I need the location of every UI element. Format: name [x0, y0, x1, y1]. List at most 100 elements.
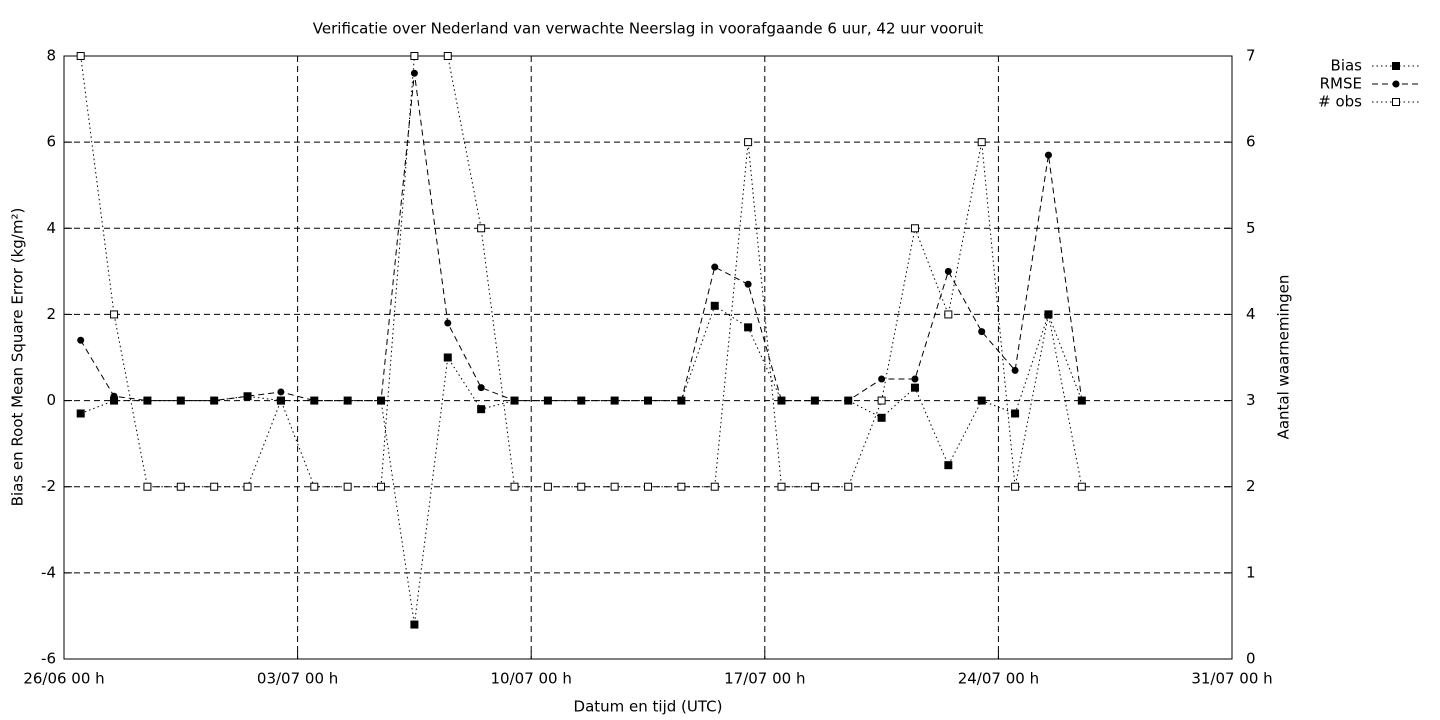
data-point	[844, 396, 853, 405]
data-point	[76, 409, 85, 418]
legend-marker	[1392, 80, 1400, 88]
data-point	[443, 353, 452, 362]
y-tick-label: 6	[46, 133, 56, 151]
data-point	[343, 396, 352, 405]
data-point	[243, 482, 252, 491]
y-tick-label: -6	[41, 650, 56, 668]
data-point	[243, 392, 252, 401]
data-point	[877, 396, 886, 405]
data-point	[110, 396, 119, 405]
data-point	[543, 396, 552, 405]
data-point	[377, 396, 386, 405]
data-point	[1044, 151, 1052, 159]
y-tick-label: 4	[46, 219, 56, 237]
legend-label: # obs	[1318, 93, 1362, 111]
data-point	[1044, 310, 1053, 319]
data-point	[944, 461, 953, 470]
data-point	[343, 482, 352, 491]
legend-label: Bias	[1331, 57, 1363, 75]
data-point	[310, 482, 319, 491]
data-point	[910, 224, 919, 233]
x-axis-label: Datum en tijd (UTC)	[574, 698, 723, 716]
data-point	[610, 482, 619, 491]
chart-title: Verificatie over Nederland van verwachte…	[313, 20, 983, 38]
data-point	[744, 323, 753, 332]
x-tick-label: 24/07 00 h	[958, 670, 1039, 688]
data-point	[577, 396, 586, 405]
x-tick-label: 03/07 00 h	[257, 670, 338, 688]
data-point	[143, 396, 152, 405]
x-tick-label: 26/06 00 h	[23, 670, 104, 688]
data-point	[711, 263, 719, 271]
data-point	[744, 138, 753, 147]
y-tick-label: 8	[46, 47, 56, 65]
plot-frame	[63, 55, 1233, 660]
y-tick-label: -4	[41, 563, 56, 581]
data-point	[910, 383, 919, 392]
series-line	[80, 73, 1083, 402]
y2-tick-label: 6	[1246, 133, 1256, 151]
data-point	[610, 396, 619, 405]
data-point	[377, 482, 386, 491]
data-point	[744, 280, 752, 288]
data-point	[410, 69, 418, 77]
y-tick-label: 2	[46, 305, 56, 323]
data-point	[276, 396, 285, 405]
y2-tick-label: 1	[1246, 563, 1256, 581]
data-point	[176, 396, 185, 405]
y-tick-label: 0	[46, 391, 56, 409]
data-point	[977, 396, 986, 405]
y-axis-label: Bias en Root Mean Square Error (kg/m²)	[9, 208, 27, 507]
data-point	[710, 482, 719, 491]
data-point	[76, 52, 85, 60]
data-point	[277, 388, 285, 396]
data-point	[410, 620, 419, 629]
y2-tick-label: 4	[1246, 305, 1256, 323]
y2-tick-label: 2	[1246, 477, 1256, 495]
data-point	[510, 396, 519, 405]
data-point	[878, 375, 886, 383]
data-point	[1077, 396, 1086, 405]
data-point	[176, 482, 185, 491]
data-point	[777, 396, 786, 405]
data-point	[310, 396, 319, 405]
data-point	[443, 52, 452, 60]
data-point	[844, 482, 853, 491]
data-point	[510, 482, 519, 491]
legend-label: RMSE	[1320, 75, 1362, 93]
series-line	[80, 55, 1083, 488]
data-point	[677, 482, 686, 491]
data-point	[911, 375, 919, 383]
data-point	[143, 482, 152, 491]
data-point	[644, 482, 652, 491]
data-point	[977, 138, 986, 147]
data-point	[677, 396, 686, 405]
data-point	[944, 310, 953, 319]
data-point	[77, 336, 85, 344]
y2-tick-label: 3	[1246, 391, 1256, 409]
data-point	[877, 413, 886, 422]
data-point	[1077, 482, 1086, 491]
data-point	[477, 405, 486, 414]
y2-tick-label: 0	[1246, 650, 1256, 668]
data-point	[1011, 482, 1020, 491]
data-point	[944, 267, 952, 275]
data-point	[1011, 366, 1019, 374]
data-point	[710, 301, 719, 310]
legend-marker	[1392, 62, 1400, 70]
data-point	[210, 396, 219, 405]
data-point	[210, 482, 219, 491]
data-point	[410, 52, 419, 60]
data-point	[543, 482, 552, 491]
data-point	[477, 384, 485, 392]
series-line	[80, 305, 1083, 625]
x-tick-label: 31/07 00 h	[1191, 670, 1272, 688]
y2-tick-label: 5	[1246, 219, 1256, 237]
data-point	[978, 328, 986, 336]
data-point	[644, 396, 652, 405]
y2-tick-label: 7	[1246, 47, 1256, 65]
y2-axis-label: Aantal waarnemingen	[1275, 275, 1293, 440]
data-point	[110, 310, 119, 319]
data-point	[810, 482, 819, 491]
data-point	[444, 319, 452, 327]
